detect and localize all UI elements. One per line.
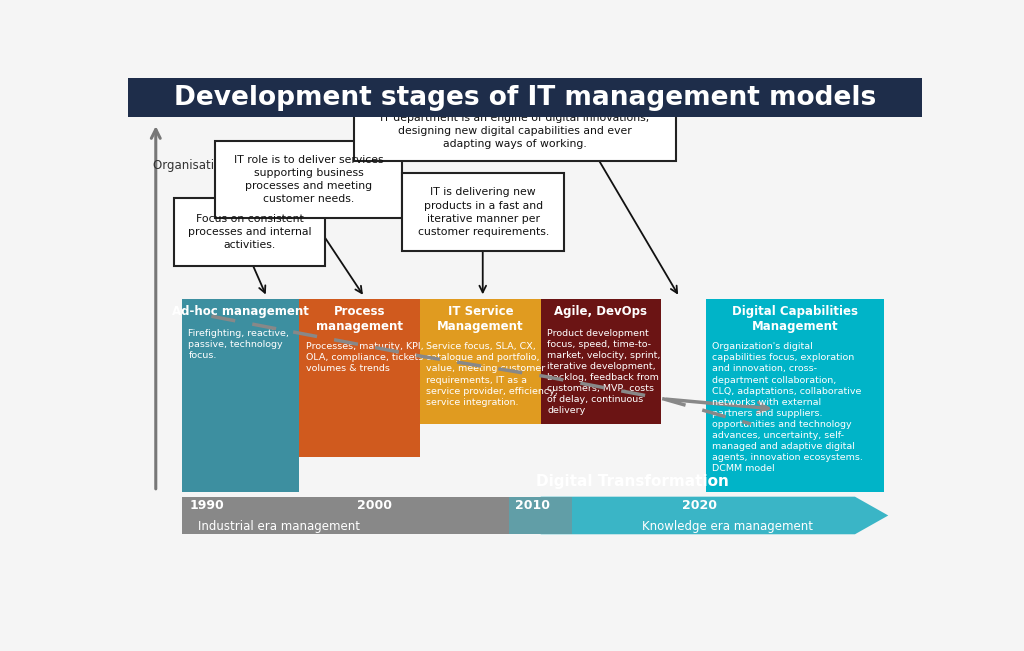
Text: 2010: 2010 [515, 499, 550, 512]
Text: Digital Transformation: Digital Transformation [537, 474, 729, 489]
FancyBboxPatch shape [215, 141, 401, 219]
Text: Processes, maturity, KPI,
OLA, compliance, tickets
volumes & trends: Processes, maturity, KPI, OLA, complianc… [306, 342, 423, 374]
FancyBboxPatch shape [354, 101, 676, 161]
Text: Knowledge era management: Knowledge era management [642, 520, 813, 533]
Text: Process
management: Process management [316, 305, 403, 333]
Text: Service focus, SLA, CX,
catalogue and portfolio,
value, meeting customer
require: Service focus, SLA, CX, catalogue and po… [426, 342, 558, 407]
Text: Agile, DevOps: Agile, DevOps [554, 305, 647, 318]
Text: Development stages of IT management models: Development stages of IT management mode… [174, 85, 876, 111]
Text: Firefighting, reactive,
passive, technology
focus.: Firefighting, reactive, passive, technol… [188, 329, 289, 360]
FancyBboxPatch shape [299, 299, 420, 456]
FancyBboxPatch shape [182, 299, 299, 492]
Text: Organization's digital
capabilities focus, exploration
and innovation, cross-
de: Organization's digital capabilities focu… [712, 342, 863, 473]
Text: 2000: 2000 [356, 499, 391, 512]
Text: Ad-hoc management: Ad-hoc management [172, 305, 309, 318]
Text: Organisational benefits: Organisational benefits [154, 159, 292, 173]
Text: IT role is to deliver services
supporting business
processes and meeting
custome: IT role is to deliver services supportin… [233, 155, 383, 204]
Polygon shape [541, 497, 888, 534]
Text: Focus on consistent
processes and internal
activities.: Focus on consistent processes and intern… [187, 214, 311, 251]
Text: Industrial era management: Industrial era management [198, 520, 359, 533]
Text: Digital Capabilities
Management: Digital Capabilities Management [732, 305, 858, 333]
Text: IT is delivering new
products in a fast and
iterative manner per
customer requir: IT is delivering new products in a fast … [418, 187, 549, 237]
FancyBboxPatch shape [128, 78, 922, 117]
Polygon shape [182, 497, 541, 534]
FancyBboxPatch shape [541, 299, 662, 424]
Text: 1990: 1990 [189, 499, 224, 512]
Text: IT department is an engine of digital innovations,
designing new digital capabil: IT department is an engine of digital in… [380, 113, 649, 149]
FancyBboxPatch shape [706, 299, 885, 492]
Text: 2020: 2020 [682, 499, 717, 512]
FancyBboxPatch shape [174, 199, 325, 266]
Polygon shape [509, 497, 572, 534]
FancyBboxPatch shape [420, 299, 541, 424]
Text: Product development
focus, speed, time-to-
market, velocity, sprint,
iterative d: Product development focus, speed, time-t… [547, 329, 660, 415]
Text: IT Service
Management: IT Service Management [437, 305, 523, 333]
FancyBboxPatch shape [401, 173, 564, 251]
